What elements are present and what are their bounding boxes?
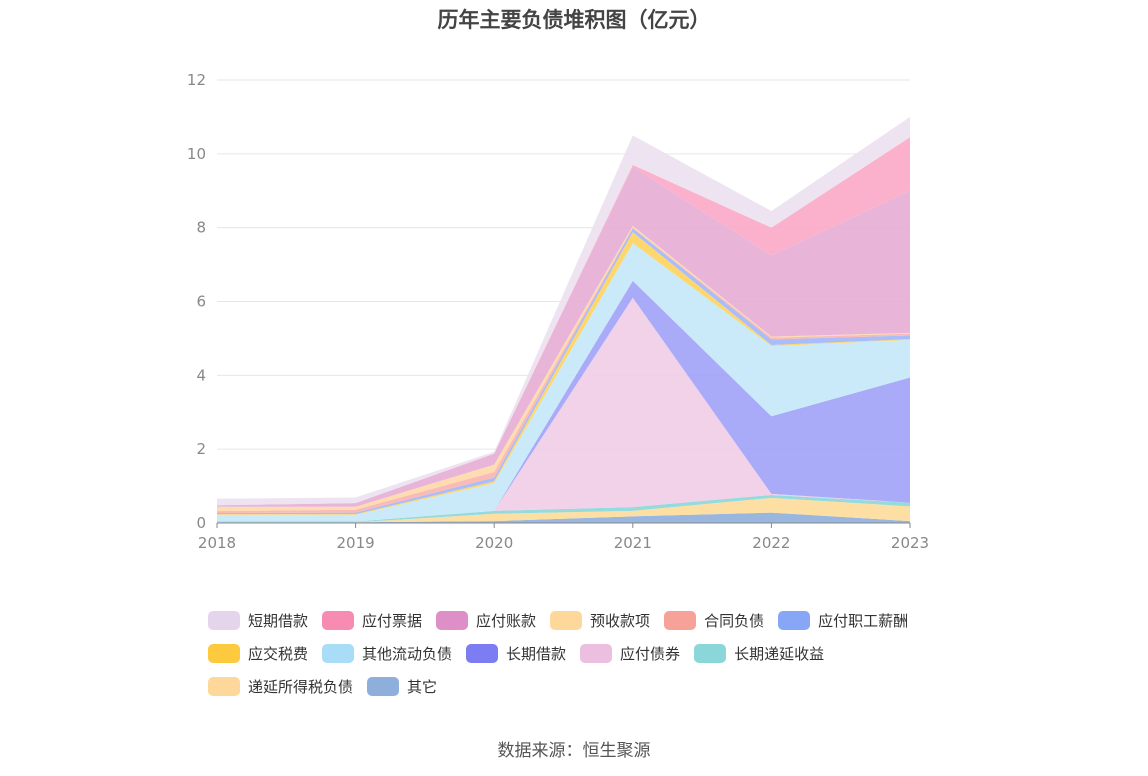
legend-swatch [580,644,613,663]
x-tick-label: 2018 [198,534,236,552]
legend-label: 预收款项 [590,612,651,630]
legend-item-short-term-loans[interactable]: 短期借款 [208,610,308,631]
legend-item-taxes-payable[interactable]: 应交税费 [208,643,308,664]
area-series[interactable] [217,280,910,522]
area-series[interactable] [217,243,910,522]
data-source-note: 数据来源：恒生聚源 [497,741,651,761]
legend-item-contract-liabilities[interactable]: 合同负债 [664,610,764,631]
x-tick-label: 2023 [891,534,929,552]
y-tick-label: 2 [196,440,206,458]
axes: 0 2 4 6 8 10 12 2018 2019 2020 2021 2022 2023 [187,71,929,552]
legend-item-long-term-loans[interactable]: 长期借款 [466,643,566,664]
legend-swatch [208,644,240,663]
stacked-area-chart: 0 2 4 6 8 10 12 2018 2019 2020 2021 2022 2023 [187,71,929,552]
area-series[interactable] [217,137,910,506]
x-tick-label: 2021 [614,534,652,552]
legend-label: 应交税费 [248,645,309,663]
legend-label: 其它 [407,678,438,696]
y-tick-label: 0 [196,514,206,532]
x-tick-label: 2020 [475,534,513,552]
legend-swatch [778,611,811,630]
area-layers [217,116,910,523]
area-series[interactable] [217,512,910,523]
legend-row-2: 应交税费 其他流动负债 长期借款 应付债券 长期递延收益 [208,637,968,670]
legend-swatch [208,611,240,630]
legend-label: 短期借款 [248,612,309,630]
legend-item-bonds-payable[interactable]: 应付债券 [580,643,680,664]
legend-label: 应付账款 [476,612,537,630]
legend: 短期借款 应付票据 应付账款 预收款项 合同负债 应付职工薪酬 应交税费 [208,604,968,703]
legend-label: 合同负债 [704,612,765,630]
legend-row-3: 递延所得税负债 其它 [208,670,968,703]
legend-swatch [322,611,355,630]
legend-label: 长期借款 [506,645,567,663]
area-series[interactable] [217,497,910,523]
legend-swatch [694,644,727,663]
legend-swatch [208,677,240,696]
y-tick-label: 8 [196,219,206,237]
legend-swatch [367,677,400,696]
legend-swatch [436,611,469,630]
legend-swatch [550,611,583,630]
legend-swatch [664,611,697,630]
legend-row-1: 短期借款 应付票据 应付账款 预收款项 合同负债 应付职工薪酬 [208,604,968,637]
legend-swatch [322,644,355,663]
x-tick-label: 2022 [752,534,790,552]
legend-item-deferred-income[interactable]: 长期递延收益 [694,643,824,664]
legend-swatch [466,644,499,663]
legend-item-other-current-liabilities[interactable]: 其他流动负债 [322,643,452,664]
y-tick-label: 10 [187,145,206,163]
x-tick-label: 2019 [337,534,375,552]
legend-item-notes-payable[interactable]: 应付票据 [322,610,422,631]
legend-label: 应付票据 [362,612,423,630]
area-series[interactable] [217,166,910,507]
y-tick-label: 12 [187,71,206,89]
legend-item-accounts-payable[interactable]: 应付账款 [436,610,536,631]
chart-title: 历年主要负债堆积图（亿元） [437,8,711,32]
area-series[interactable] [217,297,910,522]
legend-label: 应付债券 [620,645,681,663]
legend-item-deferred-tax[interactable]: 递延所得税负债 [208,676,353,697]
legend-label: 递延所得税负债 [248,678,354,696]
legend-label: 其他流动负债 [362,645,453,663]
y-tick-label: 4 [196,366,206,384]
legend-label: 应付职工薪酬 [818,612,909,630]
legend-item-advance-receipts[interactable]: 预收款项 [550,610,650,631]
legend-item-employee-payable[interactable]: 应付职工薪酬 [778,610,908,631]
y-tick-label: 6 [196,293,206,311]
legend-item-other[interactable]: 其它 [367,676,437,697]
legend-label: 长期递延收益 [734,645,825,663]
